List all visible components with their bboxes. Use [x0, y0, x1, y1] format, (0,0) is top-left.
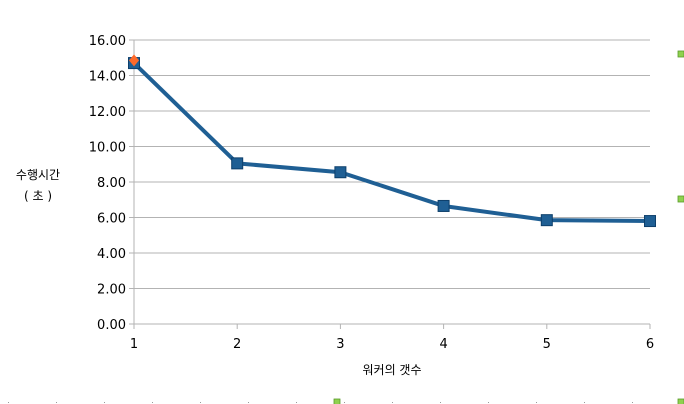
y-tick-label: 2.00	[97, 283, 126, 298]
series-line	[132, 61, 652, 224]
page-border-dot	[152, 402, 153, 403]
gridlines	[129, 39, 650, 325]
page-border-dot	[296, 402, 297, 403]
selection-handle[interactable]	[333, 398, 341, 404]
data-point-marker	[334, 166, 347, 179]
data-point-marker	[231, 157, 244, 170]
data-point-marker	[540, 214, 553, 227]
selection-handle[interactable]	[677, 50, 684, 58]
x-tick-label: 4	[439, 337, 447, 352]
x-tick-label: 5	[543, 337, 551, 352]
selection-handle[interactable]	[677, 398, 684, 404]
x-tick-label: 3	[336, 337, 344, 352]
y-tick-label: 12.00	[89, 105, 126, 120]
y-tick-label: 0.00	[97, 318, 126, 333]
y-tick-labels: 0.00 2.00 4.00 6.00 8.00 10.00 12.00 14.00 16.00	[89, 34, 126, 333]
page-border-dot	[200, 402, 201, 403]
y-tick-label: 8.00	[97, 176, 126, 191]
x-tick-labels: 1 2 3 4 5 6	[130, 337, 654, 352]
y-tick-label: 14.00	[89, 70, 126, 85]
y-axis-title-line2: ( 초 )	[24, 189, 52, 203]
x-tick-label: 6	[646, 337, 654, 352]
highlighted-point-marker	[129, 54, 139, 67]
x-tick-label: 1	[130, 337, 138, 352]
x-tick-label: 2	[233, 337, 241, 352]
data-point-marker	[644, 215, 656, 228]
page-border-dot	[536, 402, 537, 403]
page-border-dot	[632, 402, 633, 403]
x-axis-title: 워커의 갯수	[362, 363, 421, 377]
y-tick-label: 16.00	[89, 34, 126, 49]
y-tick-label: 6.00	[97, 212, 126, 227]
selection-handle[interactable]	[677, 195, 684, 203]
page-border-dot	[488, 402, 489, 403]
page-border-dot	[104, 402, 105, 403]
page-border-dot	[248, 402, 249, 403]
page-border-dot	[392, 402, 393, 403]
page-border-dot	[56, 402, 57, 403]
axes	[133, 40, 651, 329]
y-axis-title-line1: 수행시간	[16, 167, 60, 182]
y-tick-label: 10.00	[89, 141, 126, 156]
y-tick-label: 4.00	[97, 247, 126, 262]
page-border-dot	[584, 402, 585, 403]
series-layer	[128, 54, 656, 228]
selection-handles[interactable]	[8, 50, 684, 404]
page-border-dot	[344, 402, 345, 403]
page-border-dot	[440, 402, 441, 403]
page-border-dot	[8, 402, 9, 403]
data-point-marker	[437, 199, 450, 212]
